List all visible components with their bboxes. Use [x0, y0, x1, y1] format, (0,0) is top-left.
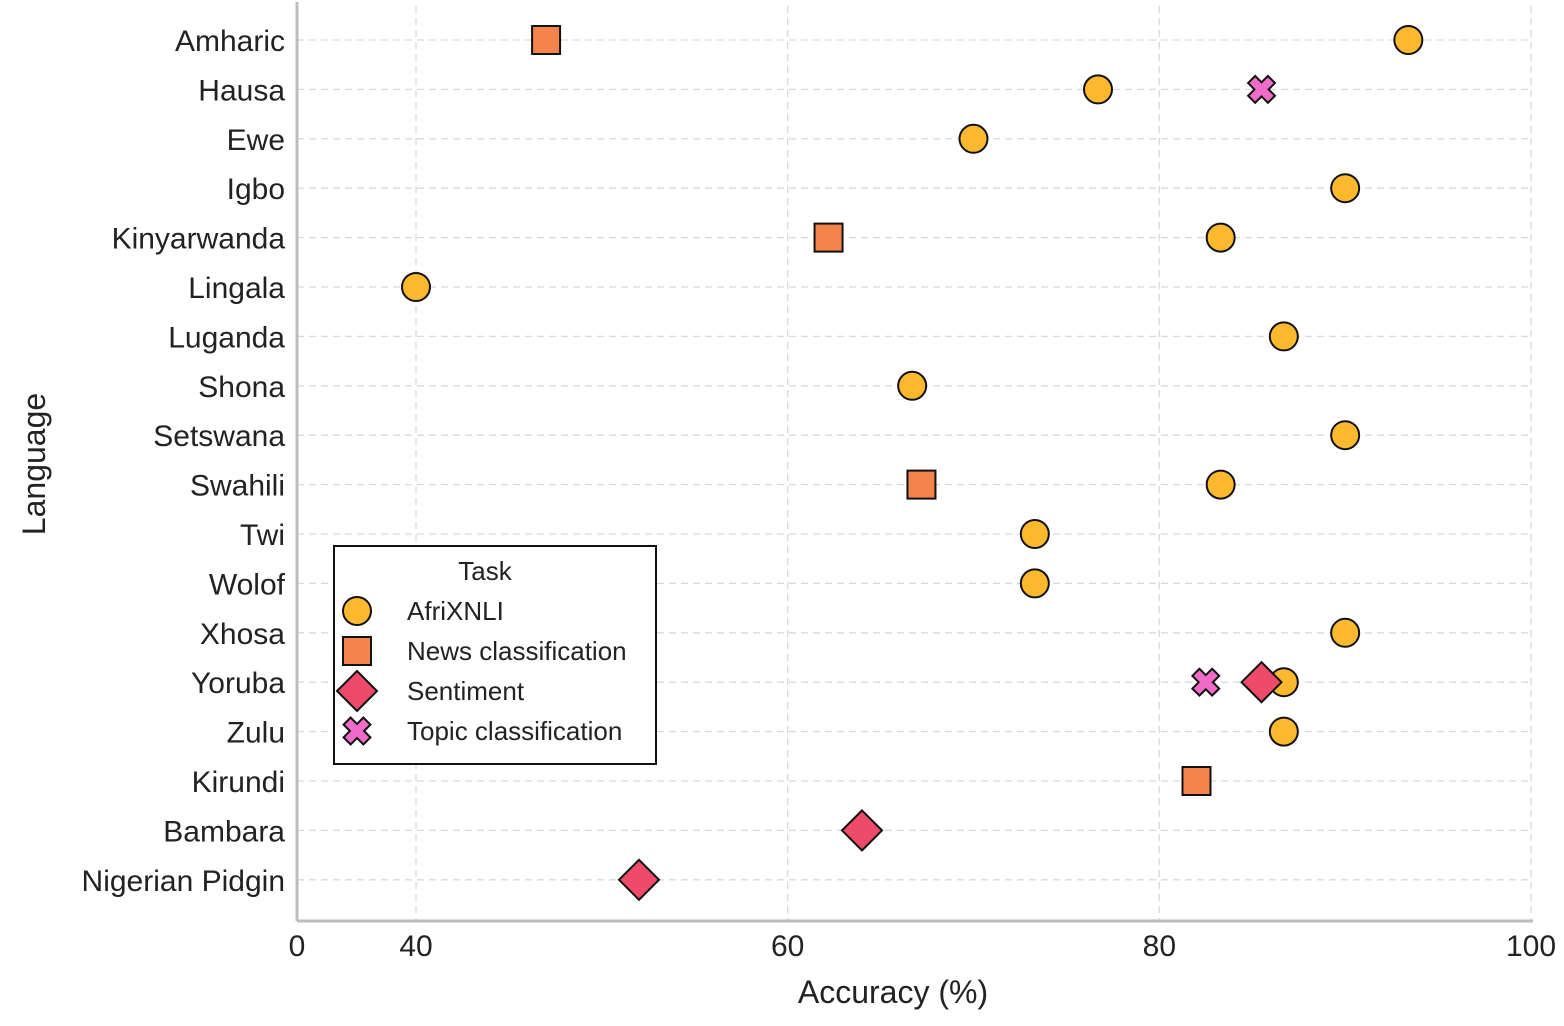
- legend-marker-sentiment: [335, 669, 379, 713]
- afrixnli-point: [1268, 321, 1299, 352]
- y-tick-label: Swahili: [190, 470, 285, 503]
- y-tick-label: Ewe: [227, 124, 285, 157]
- x-tick-label: 0: [289, 930, 306, 963]
- y-tick-label: Kinyarwanda: [112, 223, 286, 256]
- y-tick-label: Shona: [198, 371, 285, 404]
- y-tick-label: Wolof: [209, 568, 286, 601]
- afrixnli-point: [1268, 716, 1299, 747]
- afrixnli-point: [1330, 420, 1361, 451]
- afrixnli-point: [1083, 74, 1114, 105]
- marks-layer: [401, 25, 1424, 902]
- afrixnli-point: [1205, 222, 1236, 253]
- afrixnli-point: [1205, 469, 1236, 500]
- afrixnli-point: [897, 370, 928, 401]
- x-axis-title: Accuracy (%): [798, 974, 988, 1010]
- news-classification-point: [531, 25, 562, 55]
- y-tick-label: Igbo: [227, 173, 285, 206]
- legend-label-sentiment: Sentiment: [407, 676, 525, 706]
- y-tick-label: Luganda: [168, 321, 285, 354]
- topic-classification-point: [1190, 667, 1221, 698]
- y-tick-label: Yoruba: [191, 667, 285, 700]
- axes-layer: 0 40 60 80 100 Amharic Hausa Ewe Igbo Kinyarwanda…: [82, 2, 1556, 963]
- x-tick-label: 60: [771, 930, 804, 963]
- legend: Task AfriXNLI News classification Sentimen…: [333, 545, 657, 765]
- sentiment-point: [1240, 660, 1283, 704]
- legend-frame: [333, 545, 657, 765]
- y-tick-label: Bambara: [163, 815, 285, 848]
- y-tick-label: Zulu: [227, 717, 285, 750]
- y-tick-label: Kirundi: [192, 766, 285, 799]
- news-classification-point: [1181, 766, 1212, 796]
- afrixnli-point: [958, 123, 989, 154]
- legend-label-afrixnli: AfriXNLI: [407, 596, 504, 626]
- legend-marker-afrixnli: [342, 596, 372, 626]
- topic-classification-point: [1246, 74, 1277, 105]
- news-classification-point: [813, 222, 844, 253]
- y-tick-label: Twi: [240, 519, 285, 552]
- afrixnli-point: [1330, 173, 1361, 204]
- afrixnli-point: [1019, 519, 1050, 549]
- y-tick-label: Nigerian Pidgin: [82, 865, 285, 898]
- y-tick-label: Xhosa: [200, 618, 285, 651]
- afrixnli-point: [1330, 617, 1361, 648]
- legend-label-topic-classification: Topic classification: [407, 716, 622, 746]
- afrixnli-point: [401, 272, 431, 302]
- legend-marker-topic-classification: [342, 716, 372, 746]
- y-tick-label: Lingala: [188, 272, 285, 305]
- afrixnli-point: [1393, 25, 1424, 55]
- x-tick-label: 100: [1506, 930, 1556, 963]
- x-tick-label: 80: [1143, 930, 1176, 963]
- grid-layer: [297, 6, 1532, 921]
- sentiment-point: [617, 858, 661, 902]
- x-tick-label: 40: [399, 930, 432, 963]
- sentiment-point: [840, 808, 884, 852]
- y-tick-label: Amharic: [175, 25, 285, 58]
- legend-label-news-classification: News classification: [407, 636, 627, 666]
- news-classification-point: [906, 469, 937, 500]
- y-tick-label: Setswana: [153, 420, 285, 453]
- y-axis-title: Language: [16, 393, 52, 535]
- legend-marker-news-classification: [342, 636, 372, 666]
- y-tick-label: Hausa: [198, 74, 285, 107]
- legend-title: Task: [458, 556, 512, 586]
- afrixnli-point: [1019, 568, 1050, 599]
